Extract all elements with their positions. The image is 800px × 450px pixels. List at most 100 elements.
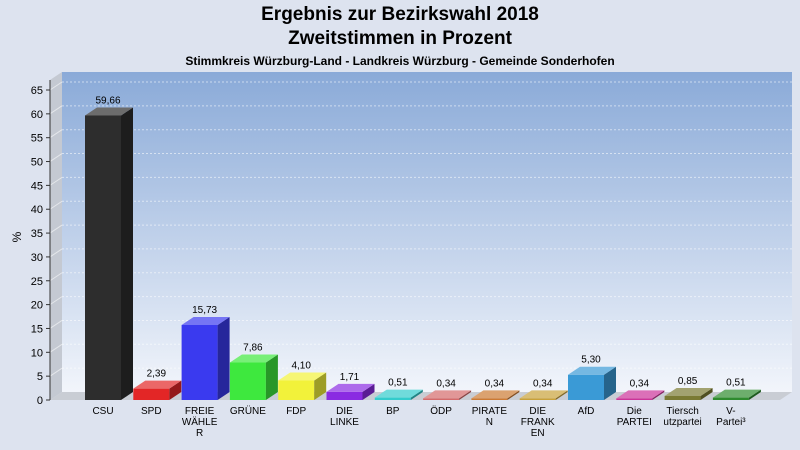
y-tick-label: 60 [31,109,43,121]
y-tick-label: 15 [31,323,43,335]
data-label: 4,10 [291,360,311,371]
data-label: 7,86 [243,343,263,354]
bar-side [217,316,230,400]
x-tick-label: SPD [141,406,162,417]
bar-top [85,107,133,116]
gridline-side [49,272,63,282]
bar [423,398,460,400]
data-label: 0,51 [388,378,408,389]
x-tick-label: EN [531,428,545,439]
bar-side [507,390,520,400]
x-tick-label: LINKE [330,417,359,428]
y-tick-label: 40 [31,204,43,216]
x-tick-label: Die [627,406,642,417]
bar-top [326,383,375,392]
bar-top [616,390,665,399]
bar-side [121,107,133,401]
bar-top [712,389,761,398]
y-tick-label: 20 [31,300,43,312]
gridline-side [49,367,63,377]
x-tick-label: DIE [529,406,546,417]
x-tick-label: AfD [578,406,595,417]
data-label: 0,34 [533,378,553,389]
bar [181,324,218,400]
gridline-side [49,129,63,139]
bar-top [374,389,423,398]
bar-side [169,380,182,400]
bar [664,395,701,400]
bar-side [700,387,713,400]
y-tick-label: 55 [31,133,43,145]
x-tick-label: GRÜNE [230,405,266,417]
bar-top [423,390,472,399]
bar-top [519,390,568,399]
bar-top [181,316,230,325]
gridline-side [49,176,63,186]
x-tick-label: Partei³ [716,417,746,428]
bar-side [748,389,761,400]
data-label: 0,51 [726,378,746,389]
x-tick-label: BP [386,406,400,417]
bar [278,380,315,400]
bar-top [664,387,713,396]
data-label: 1,71 [340,372,360,383]
x-tick-label: utzpartei [663,417,701,428]
gridline-side [49,224,63,234]
x-tick-label: PARTEI [617,417,652,428]
gridline-side [49,153,63,162]
y-tick-label: 65 [31,85,43,97]
chart-subtitle-region: Stimmkreis Würzburg-Land - Landkreis Wür… [185,54,615,68]
bar [374,397,411,400]
gridline-side [49,320,63,329]
bar-top [471,390,520,399]
x-tick-label: WÄHLE [182,416,218,428]
bar [471,398,508,400]
bar [133,388,170,400]
y-tick-label: 25 [31,276,43,288]
bar [519,398,556,400]
gridline-side [49,200,63,210]
x-tick-label: DIE [336,406,353,417]
y-tick-label: 5 [37,371,43,383]
gridline-side [49,248,63,258]
bar [326,391,363,400]
bar-top [133,380,182,389]
x-tick-label: Tiersch [666,406,698,417]
y-axis-label: % [10,231,24,242]
x-tick-label: V- [726,406,735,417]
x-tick-label: FRANK [521,417,555,428]
y-tick-label: 30 [31,252,43,264]
bar [229,362,266,400]
bar-side [362,383,375,400]
x-tick-label: FDP [286,406,306,417]
bar-side [459,390,472,400]
bar [616,398,653,400]
x-tick-label: PIRATE [472,406,508,417]
x-tick-label: ÖDP [430,405,452,417]
y-tick-label: 45 [31,180,43,192]
x-tick-label: N [486,417,493,428]
bar-side [410,389,423,400]
data-label: 0,34 [630,378,650,389]
chart-subtitle: Zweitstimmen in Prozent [288,28,512,49]
bar-side [265,354,278,400]
bar-top [278,372,327,381]
y-tick-label: 10 [31,347,43,359]
data-label: 15,73 [192,305,217,316]
x-tick-label: CSU [92,406,113,417]
bar [712,397,749,400]
y-tick-label: 0 [37,395,43,407]
chart-title: Ergebnis zur Bezirkswahl 2018 [261,4,539,25]
data-label: 0,34 [485,378,505,389]
y-tick-label: 35 [31,228,43,240]
bar [85,115,121,401]
data-label: 2,39 [147,369,167,380]
gridline-side [49,343,63,353]
x-tick-label: FREIE [185,406,215,417]
bar-side [604,366,616,400]
bar-top [568,366,616,375]
x-tick-label: R [196,428,203,439]
bar [568,374,604,400]
bar-side [555,390,568,400]
